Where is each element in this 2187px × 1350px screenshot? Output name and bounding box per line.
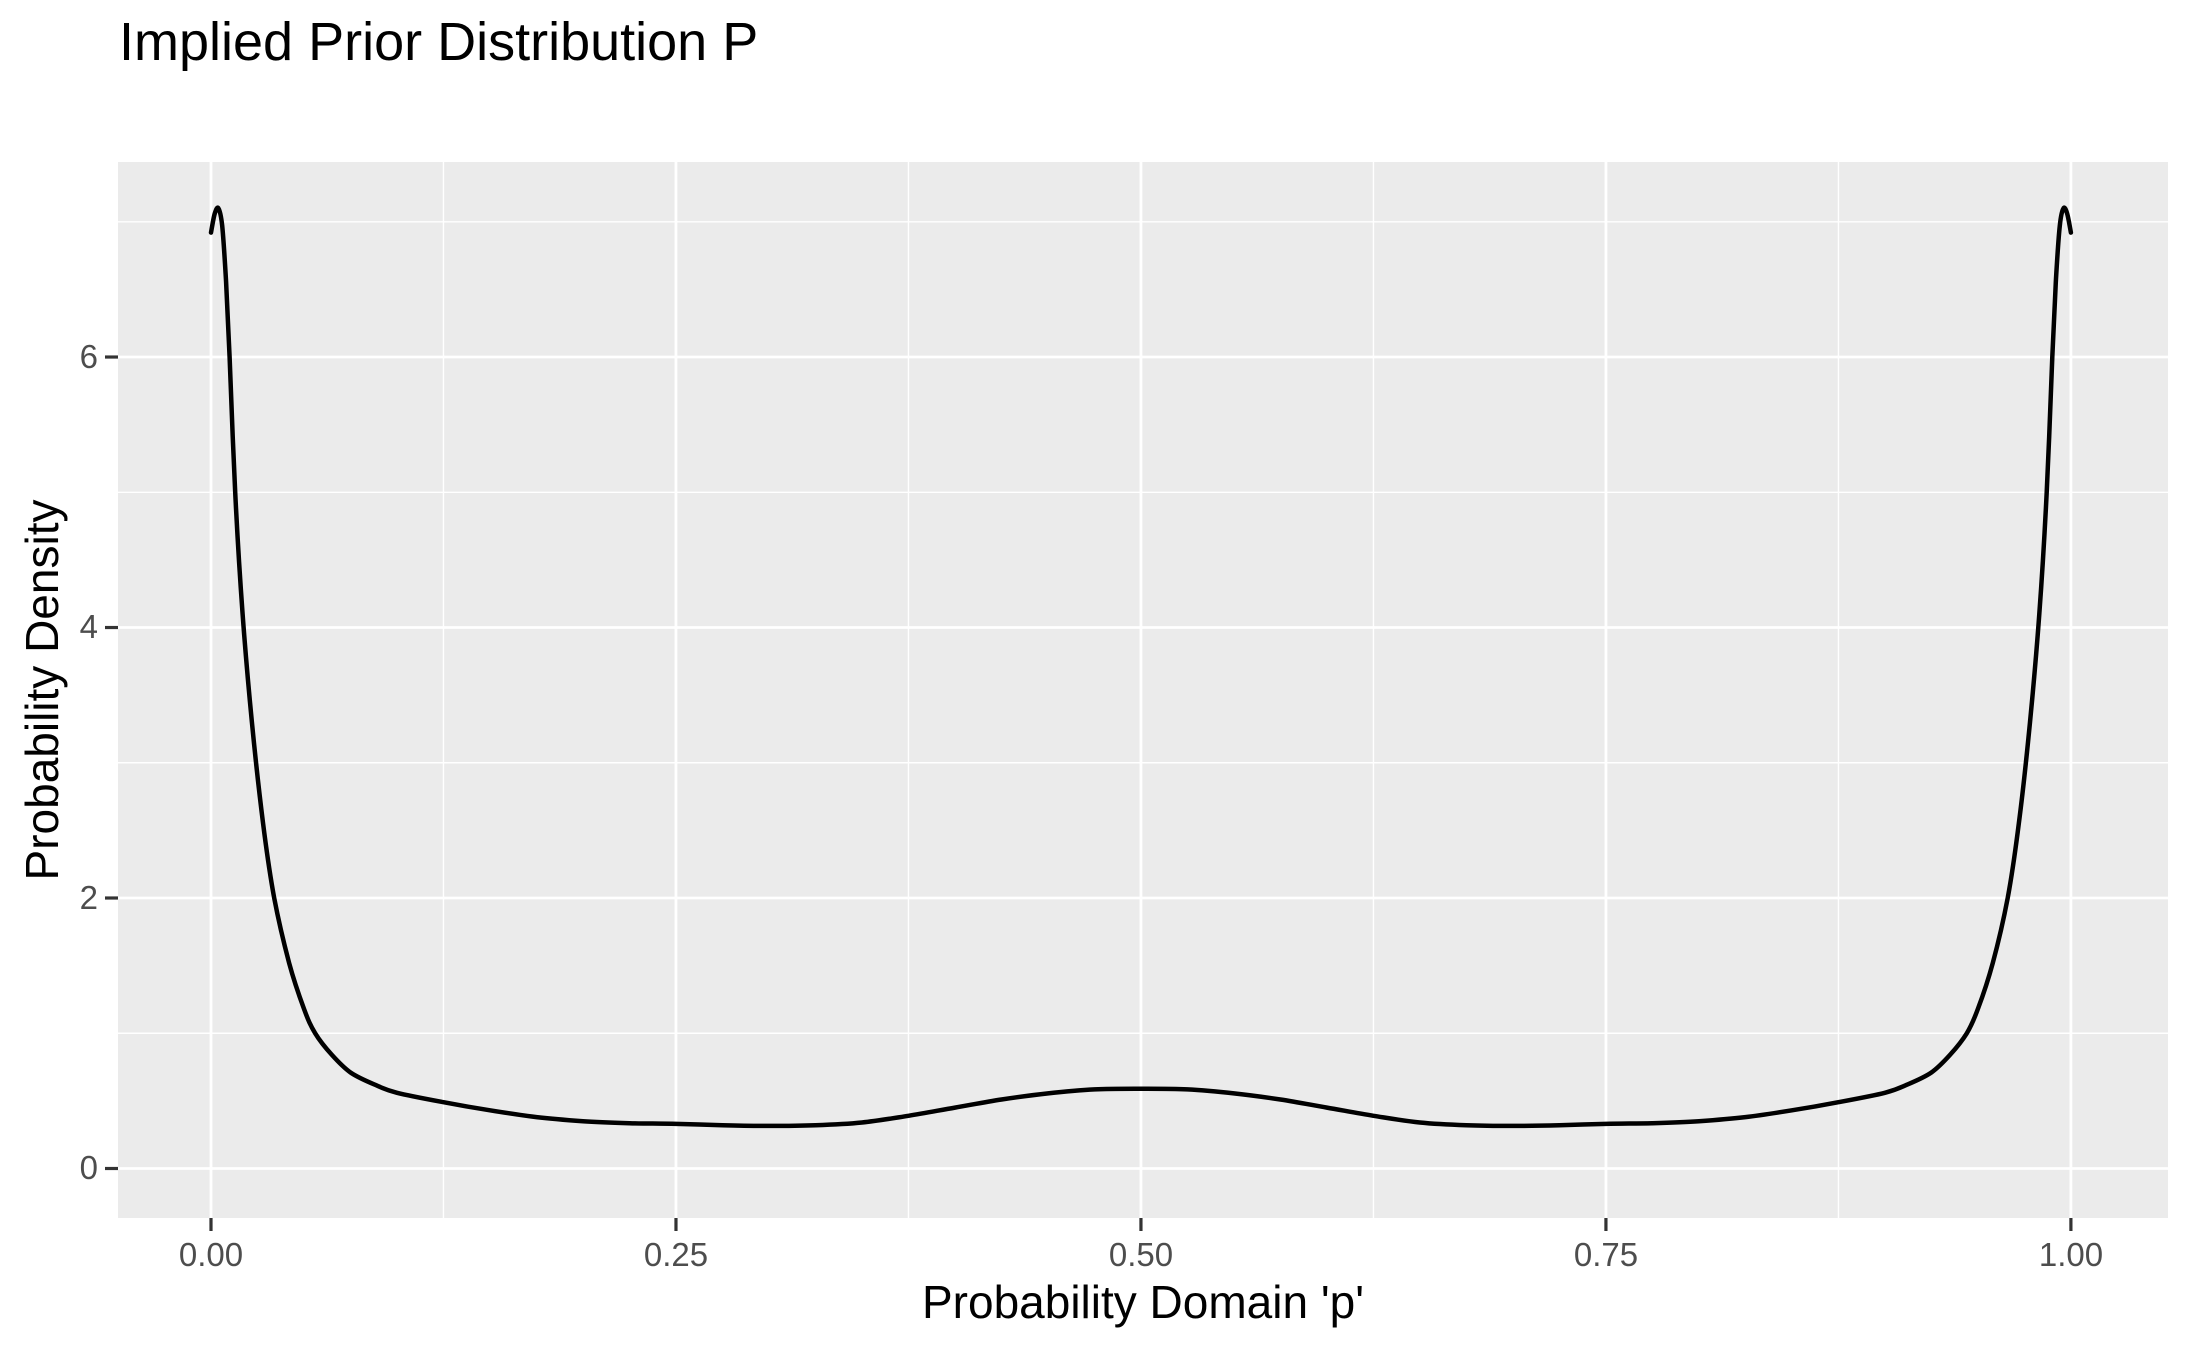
- y-tick-label-2: 2: [79, 879, 98, 916]
- x-tick-label-0.25: 0.25: [643, 1236, 709, 1273]
- y-tick-label-0: 0: [79, 1149, 98, 1186]
- density-curve: [208, 205, 2074, 1129]
- x-tick-label-1.00: 1.00: [2038, 1236, 2104, 1273]
- x-axis-title: Probability Domain 'p': [922, 1276, 1364, 1328]
- plot-title: Implied Prior Distribution P: [119, 12, 759, 72]
- x-tick-label-0.50: 0.50: [1108, 1236, 1174, 1273]
- panel-background: [118, 162, 2168, 1218]
- y-tick-label-6: 6: [79, 338, 98, 375]
- x-tick-label-0.75: 0.75: [1573, 1236, 1639, 1273]
- y-tick-label-4: 4: [79, 608, 98, 645]
- y-axis-title: Probability Density: [16, 499, 68, 881]
- x-tick-label-0.00: 0.00: [178, 1236, 244, 1273]
